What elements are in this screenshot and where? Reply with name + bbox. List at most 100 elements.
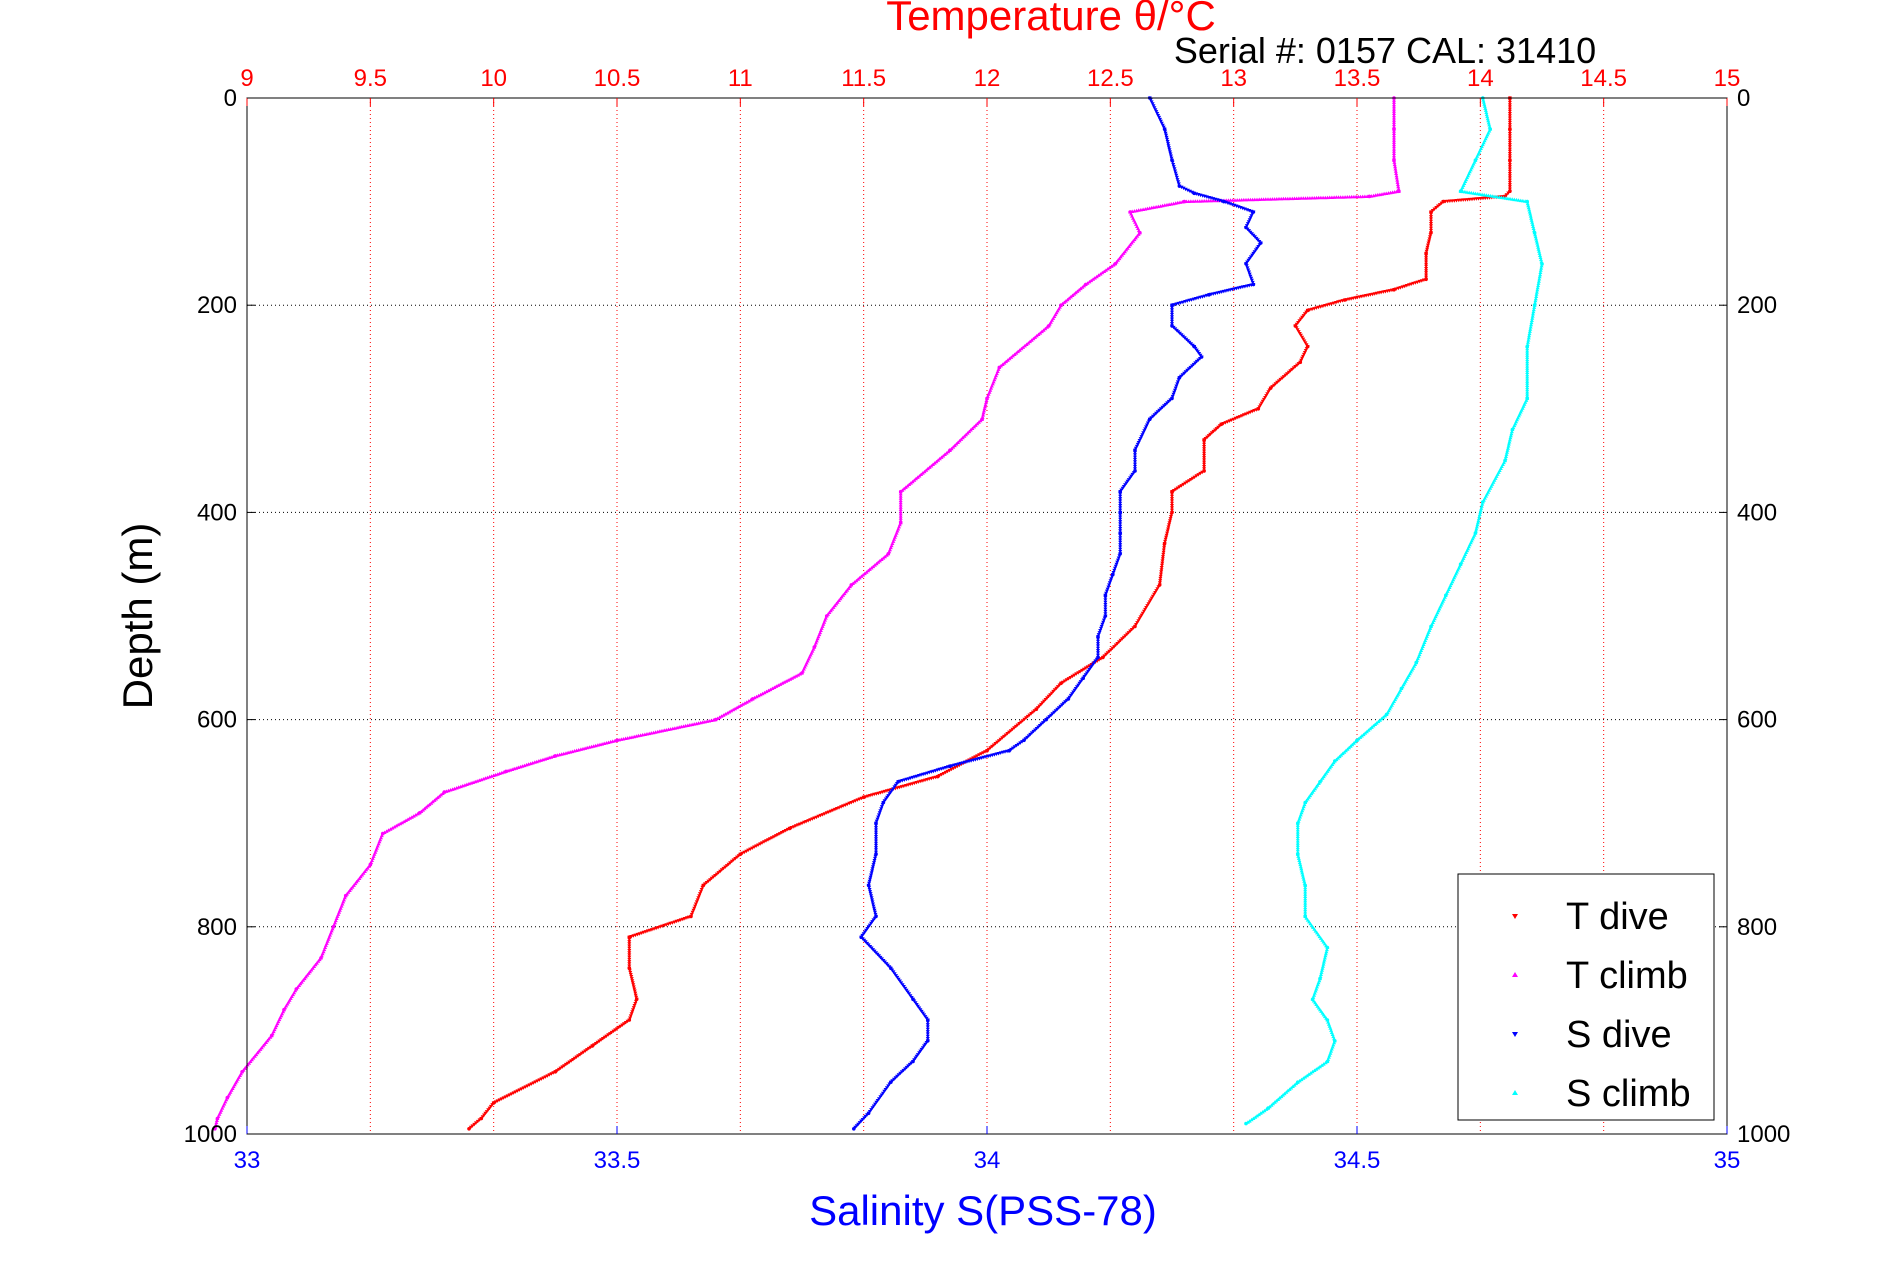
top-tick-label: 12.5 [1087, 65, 1134, 92]
data-point [1508, 158, 1512, 162]
data-point [1177, 375, 1182, 380]
data-point [1296, 852, 1300, 857]
data-point [1182, 199, 1187, 204]
data-point [417, 811, 422, 815]
series-markers [468, 96, 1512, 1130]
data-point [1392, 158, 1396, 162]
top-tick-label: 11.5 [841, 65, 886, 92]
depth-tick-label-right: 0 [1737, 85, 1750, 112]
data-point [849, 583, 854, 587]
data-point [1101, 655, 1105, 660]
data-point [1444, 593, 1448, 598]
data-point [1540, 262, 1544, 266]
depth-tick-label-right: 800 [1737, 914, 1777, 941]
grid-lines [247, 98, 1727, 1134]
data-point [1303, 800, 1307, 805]
data-point [911, 1059, 915, 1064]
data-point [1303, 914, 1307, 919]
bottom-tick-label: 33 [234, 1147, 261, 1174]
data-point [1244, 262, 1248, 266]
data-point [1044, 717, 1048, 722]
data-point [1525, 199, 1529, 204]
data-point [1081, 676, 1085, 680]
data-point [1170, 303, 1174, 308]
data-point [240, 1070, 244, 1074]
data-point [1133, 624, 1137, 629]
top-axis-title: Temperature θ/°C [886, 0, 1216, 39]
data-point [213, 1127, 217, 1131]
data-point [874, 821, 878, 825]
data-point [980, 417, 984, 422]
data-point [1424, 251, 1428, 256]
data-point [467, 1127, 471, 1131]
data-point [319, 956, 323, 960]
data-point [1118, 531, 1122, 535]
data-point [1525, 396, 1529, 401]
data-point [1046, 324, 1051, 328]
data-point [1157, 583, 1162, 587]
data-point [1473, 158, 1478, 162]
data-point [948, 448, 952, 453]
top-tick-label: 14 [1467, 65, 1494, 92]
legend-label: S climb [1566, 1073, 1691, 1115]
data-point [1251, 282, 1256, 287]
data-point [1111, 572, 1115, 577]
series-t-climb [213, 96, 1401, 1131]
top-tick-label: 10 [480, 65, 507, 92]
data-point [898, 489, 903, 494]
data-point [1296, 1080, 1300, 1084]
data-point [1118, 510, 1122, 515]
data-point [889, 966, 893, 970]
data-point [1066, 697, 1071, 701]
data-point [1508, 127, 1512, 131]
data-point [1342, 298, 1347, 302]
data-point [1458, 189, 1463, 193]
data-point [225, 1095, 230, 1100]
data-point [1170, 489, 1174, 494]
data-point [1170, 158, 1174, 162]
data-point [1096, 655, 1100, 660]
data-point [1128, 210, 1132, 214]
data-point [634, 997, 639, 1002]
data-point [689, 914, 693, 919]
data-point [750, 697, 755, 701]
data-point [1532, 303, 1537, 308]
data-point [911, 997, 915, 1002]
data-point [1293, 324, 1298, 328]
data-point [1384, 712, 1389, 717]
bottom-tick-label: 34.5 [1334, 1147, 1381, 1174]
top-tick-label: 10.5 [594, 65, 641, 92]
data-point [1162, 127, 1167, 131]
top-tick-label: 9 [240, 65, 253, 92]
depth-tick-label-left: 600 [197, 707, 237, 734]
top-tick-label: 12 [974, 65, 1001, 92]
data-point [590, 1044, 595, 1048]
data-point [1118, 552, 1122, 556]
data-point [997, 365, 1002, 370]
data-point [1199, 355, 1204, 359]
depth-tick-label-left: 400 [197, 499, 237, 526]
data-point [294, 987, 299, 991]
legend-marker [1512, 1090, 1518, 1095]
data-point [1202, 438, 1206, 442]
data-point [627, 966, 632, 970]
legend-marker [1512, 972, 1518, 977]
data-point [1170, 510, 1174, 515]
data-point [874, 852, 878, 857]
data-point [1034, 707, 1039, 711]
data-point [1488, 127, 1492, 131]
data-point [898, 521, 903, 525]
data-point [1133, 448, 1137, 453]
data-point [1399, 686, 1404, 691]
data-point [1148, 417, 1152, 422]
data-point [926, 1018, 930, 1022]
depth-tick-label-left: 200 [197, 292, 237, 319]
data-point [948, 764, 952, 768]
data-point [800, 671, 804, 675]
series-markers [213, 96, 1401, 1129]
data-point [874, 914, 878, 919]
legend-label: T climb [1566, 955, 1688, 997]
data-point [985, 396, 989, 401]
data-point [1473, 531, 1478, 535]
data-point [1138, 230, 1142, 235]
